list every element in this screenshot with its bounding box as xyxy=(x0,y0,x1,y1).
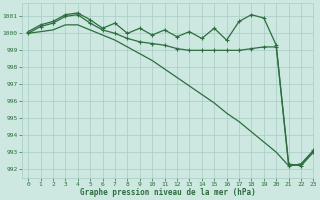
X-axis label: Graphe pression niveau de la mer (hPa): Graphe pression niveau de la mer (hPa) xyxy=(80,188,256,197)
